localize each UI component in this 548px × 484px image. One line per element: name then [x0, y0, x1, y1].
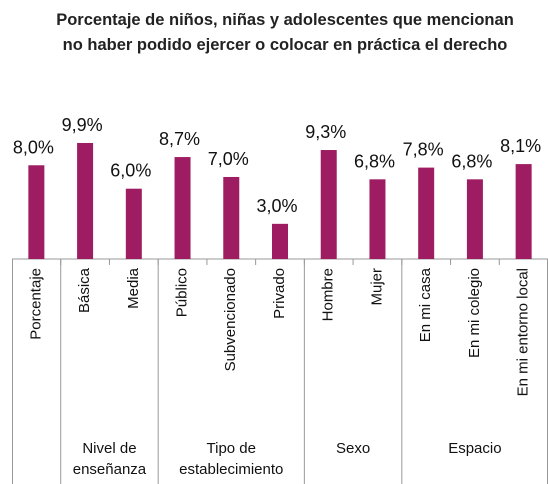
x-tick-label: Básica [76, 267, 93, 313]
value-label: 3,0% [256, 196, 297, 216]
value-label: 6,0% [110, 161, 151, 181]
bar [515, 164, 532, 259]
bar [466, 179, 483, 259]
group-label: Sexo [335, 440, 371, 457]
value-label: 8,7% [159, 129, 200, 149]
x-tick-label: Mujer [368, 268, 385, 306]
x-tick-label: Subvencionado [222, 268, 239, 371]
x-tick-label: En mi casa [417, 267, 434, 342]
chart-title: Porcentaje de niños, niñas y adolescente… [56, 11, 514, 54]
bar [125, 188, 142, 259]
value-label: 8,1% [500, 136, 541, 156]
x-tick-label: Media [125, 267, 142, 309]
bar [223, 176, 240, 259]
x-tick-label: Privado [271, 268, 288, 319]
group-label: Tipo de establecimiento [179, 440, 284, 478]
x-tick-label: Público [174, 268, 191, 317]
value-label: 6,8% [451, 151, 492, 171]
bar [418, 167, 435, 259]
bar [369, 179, 386, 259]
value-label: 7,0% [208, 149, 249, 169]
value-label: 8,0% [13, 137, 54, 157]
x-tick-label: Hombre [320, 268, 337, 321]
bar [77, 143, 94, 259]
bar [320, 150, 337, 259]
x-tick-label: En mi entorno local [515, 268, 532, 396]
group-label: Espacio [448, 440, 502, 457]
bar [174, 157, 191, 259]
value-label: 7,8% [403, 140, 444, 160]
value-label: 9,3% [305, 122, 346, 142]
value-label: 9,9% [62, 115, 103, 135]
value-label: 6,8% [354, 151, 395, 171]
x-tick-label: Porcentaje [27, 268, 44, 340]
x-tick-label: En mi colegio [466, 268, 483, 358]
bar [28, 165, 45, 259]
bar [272, 223, 288, 259]
group-label: Nivel de enseñanza [72, 440, 147, 478]
